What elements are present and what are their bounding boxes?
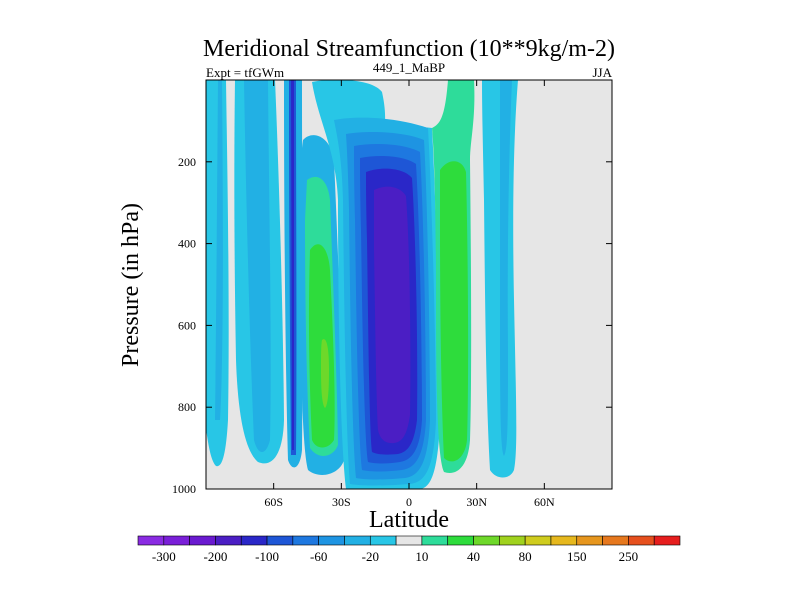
colorbar-label: 40 (467, 549, 480, 564)
x-tick-label: 60S (264, 495, 283, 509)
colorbar-swatch (318, 535, 345, 546)
colorbar-swatch (499, 535, 526, 546)
contour-ferrel-line-center (291, 80, 294, 450)
contour-south-mid-inner (244, 80, 271, 452)
colorbar-label: 80 (519, 549, 532, 564)
y-tick-label: 400 (178, 237, 196, 251)
x-tick-label: 60N (534, 495, 555, 509)
y-tick-label: 200 (178, 155, 196, 169)
contour-fills (206, 80, 518, 489)
x-axis: 60S 30S 0 30N 60N (264, 80, 555, 509)
y-axis-label: Pressure (in hPa) (118, 203, 144, 367)
colorbar-label: -100 (255, 549, 279, 564)
colorbar-swatch (602, 535, 629, 546)
colorbar-swatch (344, 535, 371, 546)
x-tick-label: 30N (466, 495, 487, 509)
center-label: 449_1_MaBP (373, 60, 445, 75)
colorbar-swatch (266, 535, 294, 546)
colorbar-swatch (240, 535, 268, 546)
contour-nh-core (440, 161, 469, 462)
chart-title: Meridional Streamfunction (10**9kg/m-2) (203, 36, 615, 62)
season-label: JJA (592, 65, 612, 80)
contour-hadley-l7 (374, 186, 411, 444)
colorbar-labels: -300 -200 -100 -60 -20 10 40 80 150 250 (152, 549, 638, 564)
colorbar-swatch (395, 535, 423, 546)
colorbar-label: -300 (152, 549, 176, 564)
colorbar-label: -60 (310, 549, 327, 564)
x-tick-label: 0 (406, 495, 412, 509)
y-axis: 200 400 600 800 1000 (172, 155, 612, 496)
colorbar-label: 10 (415, 549, 428, 564)
colorbar-swatch (628, 535, 655, 546)
colorbar-swatch (421, 535, 449, 546)
colorbar-swatch (292, 535, 319, 546)
colorbar-swatch (550, 535, 578, 546)
colorbar-swatch (137, 535, 165, 546)
colorbar-swatch (369, 535, 397, 546)
x-tick-label: 30S (332, 495, 351, 509)
colorbar-swatch (576, 535, 603, 546)
colorbar-swatch (189, 535, 216, 546)
y-tick-label: 800 (178, 400, 196, 414)
colorbar-swatch (524, 535, 552, 546)
colorbar-label: 250 (619, 549, 639, 564)
colorbar-label: -200 (204, 549, 228, 564)
contour-ferrel-peak (321, 339, 329, 408)
colorbar-swatch (215, 535, 242, 546)
y-tick-label: 1000 (172, 482, 196, 496)
experiment-label: Expt = tfGWm (206, 65, 284, 80)
colorbar-swatch (473, 535, 500, 546)
colorbar-label: 150 (567, 549, 587, 564)
x-axis-label: Latitude (369, 507, 449, 533)
colorbar (137, 535, 681, 546)
colorbar-swatch (653, 535, 681, 546)
colorbar-label: -20 (362, 549, 379, 564)
colorbar-swatch (447, 535, 474, 546)
colorbar-swatch (163, 535, 190, 546)
contour-nm-inner (500, 80, 512, 456)
y-tick-label: 600 (178, 318, 196, 332)
contour-south-polar-inner (215, 80, 223, 420)
